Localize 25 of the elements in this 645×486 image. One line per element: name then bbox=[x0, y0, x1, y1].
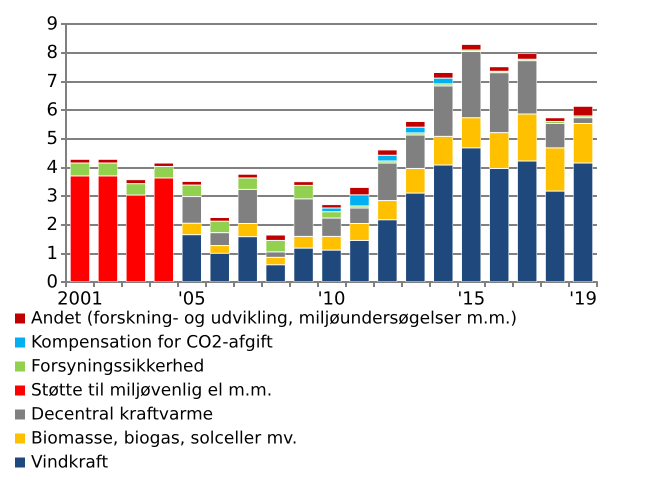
y-tick-label: 8 bbox=[46, 42, 58, 64]
legend-label: Støtte til miljøvenlig el m.m. bbox=[31, 380, 272, 400]
x-tick-label: '10 bbox=[318, 288, 346, 310]
x-tick-label: '05 bbox=[178, 288, 206, 310]
legend-label: Vindkraft bbox=[31, 452, 108, 472]
y-tick-label: 6 bbox=[46, 100, 58, 120]
y-tick-label: 3 bbox=[46, 186, 58, 206]
y-tick-label: 9 bbox=[46, 14, 58, 34]
bar bbox=[322, 204, 342, 208]
legend-label: Decentral kraftvarme bbox=[31, 404, 214, 424]
bar bbox=[573, 106, 593, 116]
y-tick-label: 5 bbox=[46, 128, 58, 150]
y-tick-label: 7 bbox=[46, 70, 58, 92]
x-tick-label: 2001 bbox=[57, 288, 103, 310]
x-tick-label: '15 bbox=[457, 288, 486, 310]
y-tick-label: 0 bbox=[46, 272, 58, 292]
legend-label: Biomasse, biogas, solceller mv. bbox=[31, 428, 298, 448]
legend-label: Forsyningssikkerhed bbox=[31, 356, 204, 376]
y-tick-label: 1 bbox=[46, 242, 58, 264]
legend-label: Andet (forskning- og udvikling, miljøundersøgelser m.m.) bbox=[31, 308, 518, 328]
bar bbox=[545, 118, 565, 122]
y-tick-label: 4 bbox=[46, 156, 58, 178]
legend-label: Kompensation for CO2-afgift bbox=[31, 332, 274, 352]
x-tick-label: '19 bbox=[569, 288, 597, 310]
y-tick-label: 2 bbox=[46, 214, 58, 236]
